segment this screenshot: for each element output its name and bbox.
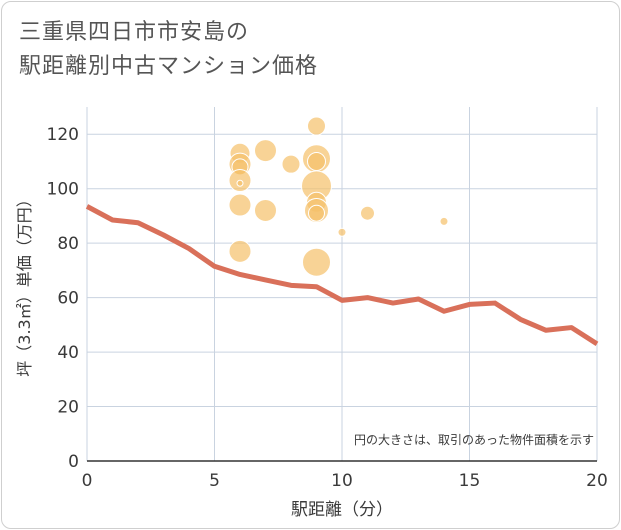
bubble-point [307, 151, 326, 171]
bubble-point [254, 198, 277, 222]
bubble-series [228, 116, 449, 277]
chart-title-line1: 三重県四日市市安島の [19, 20, 250, 45]
y-axis-ticks: 0 20 40 60 80 100 120 [47, 125, 79, 472]
bubble-point [254, 139, 277, 163]
bubble-point [337, 227, 347, 237]
bubble-point [228, 193, 252, 217]
x-axis-ticks: 0 5 10 15 20 [82, 471, 608, 491]
bubble-point [236, 179, 244, 187]
x-tick-label: 0 [82, 471, 93, 491]
chart-title-line2: 駅距離別中古マンション価格 [19, 54, 319, 79]
y-tick-label: 80 [57, 234, 79, 254]
average-price-line [85, 204, 599, 347]
x-tick-label: 20 [586, 471, 608, 491]
bubble-point [281, 154, 301, 174]
x-axis-label: 駅距離（分） [291, 500, 393, 520]
chart-title: 三重県四日市市安島の 駅距離別中古マンション価格 [19, 16, 318, 84]
y-tick-label: 60 [57, 289, 79, 309]
bubble-point [307, 116, 326, 136]
bubble-size-note: 円の大きさは、取引のあった物件面積を示す [354, 432, 594, 447]
bubble-point [228, 239, 252, 263]
y-tick-label: 20 [57, 398, 79, 418]
y-axis-label: 坪（3.3㎡）単価（万円） [15, 191, 34, 376]
x-tick-label: 5 [209, 471, 220, 491]
y-tick-label: 0 [68, 452, 79, 472]
x-tick-label: 10 [331, 471, 353, 491]
bubble-point [302, 247, 331, 277]
x-tick-label: 15 [459, 471, 481, 491]
bubble-point [360, 205, 375, 221]
y-tick-label: 120 [47, 125, 79, 145]
bubble-point [439, 216, 449, 226]
y-tick-label: 100 [47, 180, 79, 200]
y-tick-label: 40 [57, 343, 79, 363]
bubble-point [308, 204, 325, 222]
